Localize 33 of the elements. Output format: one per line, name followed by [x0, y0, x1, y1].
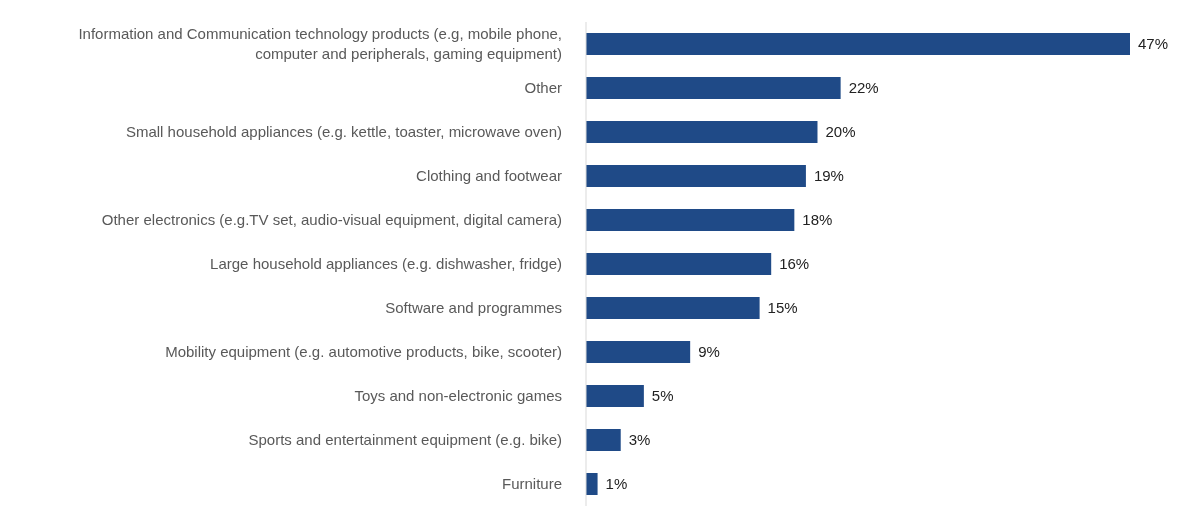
y-tick-label: Sports and entertainment equipment (e.g. bike)	[248, 431, 562, 449]
y-tick-label: Clothing and footwear	[416, 167, 562, 185]
data-label: 19%	[813, 167, 844, 185]
bar	[586, 473, 598, 495]
bar	[586, 341, 691, 363]
bar	[586, 33, 1130, 55]
data-label: 18%	[802, 211, 833, 229]
bar	[586, 165, 806, 187]
data-label: 20%	[825, 123, 856, 141]
y-tick-label: Information and Communication technology products (e.g, mobile phone, computer and peripherals, gaming equipment)	[78, 25, 562, 63]
data-label: 16%	[779, 255, 810, 273]
data-label: 15%	[767, 299, 798, 317]
y-tick-label: Software and programmes	[385, 299, 562, 317]
data-label: 5%	[651, 387, 674, 405]
data-label: 9%	[698, 343, 720, 361]
y-tick-label: Mobility equipment (e.g. automotive products, bike, scooter)	[165, 343, 562, 361]
data-label: 1%	[605, 475, 628, 493]
data-label: 22%	[848, 79, 879, 97]
bar	[586, 385, 644, 407]
y-tick-label: Other electronics (e.g.TV set, audio-visual equipment, digital camera)	[101, 211, 562, 229]
y-tick-label: Other	[524, 79, 562, 97]
bar	[586, 209, 795, 231]
y-tick-label: Small household appliances (e.g. kettle, toaster, microwave oven)	[125, 123, 562, 141]
bar	[586, 121, 818, 143]
y-tick-label: Furniture	[501, 475, 562, 493]
data-label: 3%	[628, 431, 651, 449]
data-label: 47%	[1138, 35, 1169, 53]
y-tick-label: Toys and non-electronic games	[354, 387, 562, 405]
bar	[586, 77, 841, 99]
bar	[586, 429, 621, 451]
y-tick-label: Large household appliances (e.g. dishwasher, fridge)	[210, 255, 562, 273]
bar	[586, 297, 760, 319]
bar	[586, 253, 772, 275]
